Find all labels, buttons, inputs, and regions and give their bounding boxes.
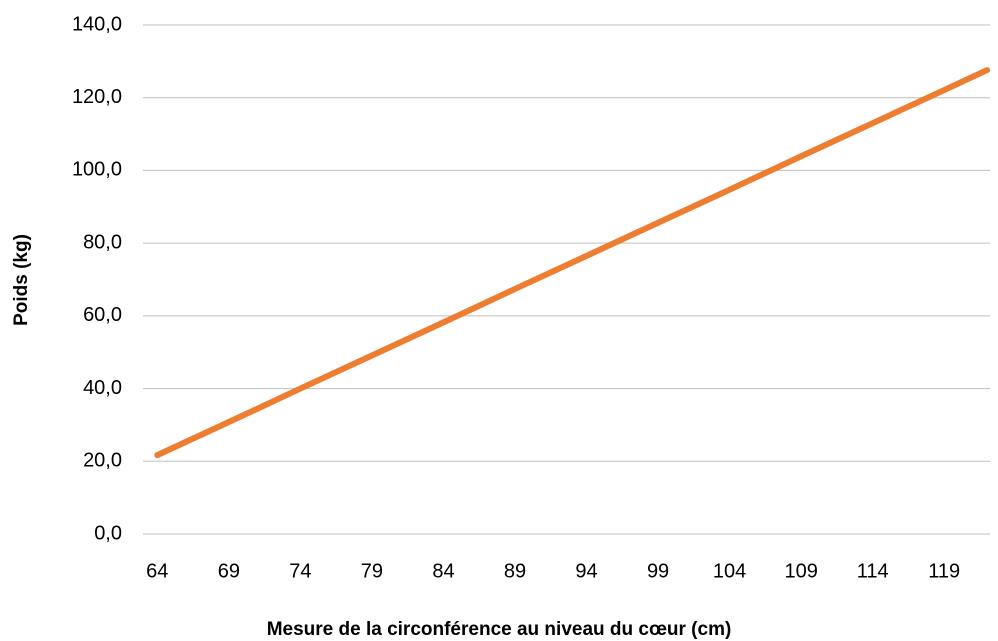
y-tick-label: 140,0	[72, 13, 122, 35]
x-tick-label: 69	[218, 560, 240, 582]
y-tick-label: 60,0	[83, 304, 122, 326]
x-tick-label: 109	[784, 560, 817, 582]
x-tick-label: 114	[857, 560, 889, 582]
x-tick-label: 89	[504, 560, 526, 582]
y-tick-label: 80,0	[83, 231, 122, 253]
x-tick-label: 104	[713, 560, 746, 582]
y-tick-label: 0,0	[94, 522, 122, 544]
y-tick-label: 40,0	[83, 377, 122, 399]
x-tick-label: 84	[432, 560, 454, 582]
x-tick-label: 119	[928, 560, 960, 582]
x-tick-label: 94	[575, 560, 597, 582]
y-tick-label: 100,0	[72, 159, 122, 181]
x-tick-label: 74	[289, 560, 311, 582]
x-tick-label: 79	[361, 560, 383, 582]
line-series	[154, 67, 991, 459]
y-tick-label: 20,0	[83, 450, 122, 472]
y-tick-label: 120,0	[72, 86, 122, 108]
y-axis-title: Poids (kg)	[11, 234, 32, 326]
x-tick-label: 99	[647, 560, 669, 582]
x-axis-title: Mesure de la circonférence au niveau du …	[267, 619, 732, 640]
x-tick-label: 64	[146, 560, 168, 582]
